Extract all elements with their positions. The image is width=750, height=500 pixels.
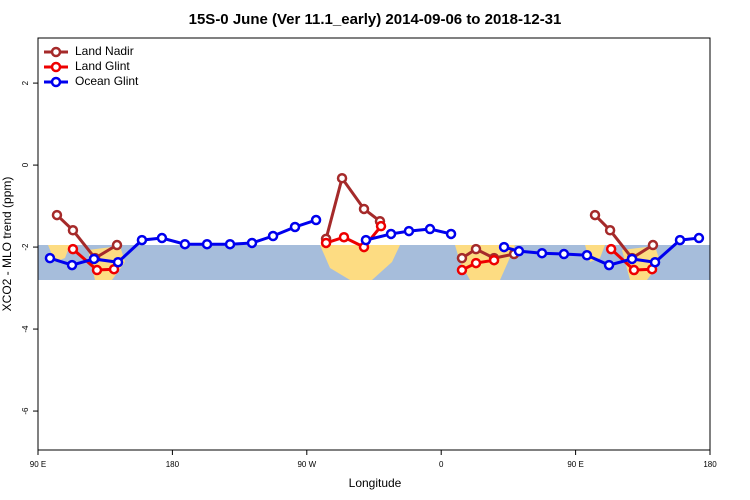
point [488, 254, 500, 266]
series-line [324, 174, 381, 240]
point [156, 232, 168, 244]
point [67, 243, 79, 255]
point [424, 223, 436, 235]
x-tick-label: 0 [439, 460, 444, 469]
x-tick-label: 90 W [297, 460, 316, 469]
series [67, 220, 658, 276]
point [498, 241, 510, 253]
series-line [325, 225, 383, 249]
y-tick-label: 0 [21, 162, 30, 167]
point [626, 253, 638, 265]
chart-title: 15S-0 June (Ver 11.1_early) 2014-09-06 t… [189, 11, 562, 28]
series-line [55, 214, 118, 261]
point [403, 225, 415, 237]
point [589, 209, 601, 221]
point [91, 264, 103, 276]
point [320, 237, 332, 249]
point [66, 259, 78, 271]
point [470, 257, 482, 269]
y-tick-label: -4 [21, 325, 30, 333]
point [513, 245, 525, 257]
point [456, 252, 468, 264]
y-axis-label: XCO2 - MLO trend (ppm) [0, 177, 14, 312]
point [628, 264, 640, 276]
point [179, 238, 191, 250]
legend-label: Land Glint [75, 59, 130, 73]
point [558, 248, 570, 260]
point [338, 231, 350, 243]
point [111, 239, 123, 251]
point [647, 239, 659, 251]
series-line [593, 214, 654, 261]
legend-label: Ocean Glint [75, 74, 139, 88]
point [88, 253, 100, 265]
x-tick-label: 180 [166, 460, 180, 469]
y-tick-label: -6 [21, 407, 30, 415]
plot-frame [37, 37, 711, 451]
series [44, 214, 705, 271]
point [470, 243, 482, 255]
legend-marker [50, 46, 62, 58]
point [445, 228, 457, 240]
point [536, 247, 548, 259]
point [51, 209, 63, 221]
point [224, 238, 236, 250]
point [136, 234, 148, 246]
point [604, 225, 616, 236]
y-tick-label: -2 [21, 243, 30, 251]
series-line [461, 247, 515, 260]
x-axis-label: Longitude [349, 476, 402, 490]
point [674, 234, 686, 246]
point [201, 238, 213, 250]
point [310, 214, 322, 226]
point [649, 256, 661, 268]
point [267, 230, 279, 242]
point [358, 203, 370, 215]
point [693, 232, 705, 244]
point [44, 252, 56, 264]
point [336, 172, 348, 184]
point [603, 259, 615, 271]
series-line [503, 236, 700, 267]
x-tick-label: 90 E [30, 460, 46, 469]
legend-marker [50, 61, 62, 73]
legend-marker [50, 76, 62, 88]
point [456, 264, 468, 276]
point [112, 256, 124, 268]
point [289, 221, 301, 233]
x-tick-label: 90 E [567, 460, 583, 469]
x-tick-label: 180 [703, 460, 717, 469]
legend-label: Land Nadir [75, 44, 134, 58]
point [581, 250, 593, 261]
point [385, 228, 397, 240]
point [360, 234, 372, 246]
y-tick-label: 2 [21, 80, 30, 85]
point [67, 225, 79, 236]
point [605, 243, 617, 255]
point [375, 220, 387, 232]
point [246, 237, 258, 249]
